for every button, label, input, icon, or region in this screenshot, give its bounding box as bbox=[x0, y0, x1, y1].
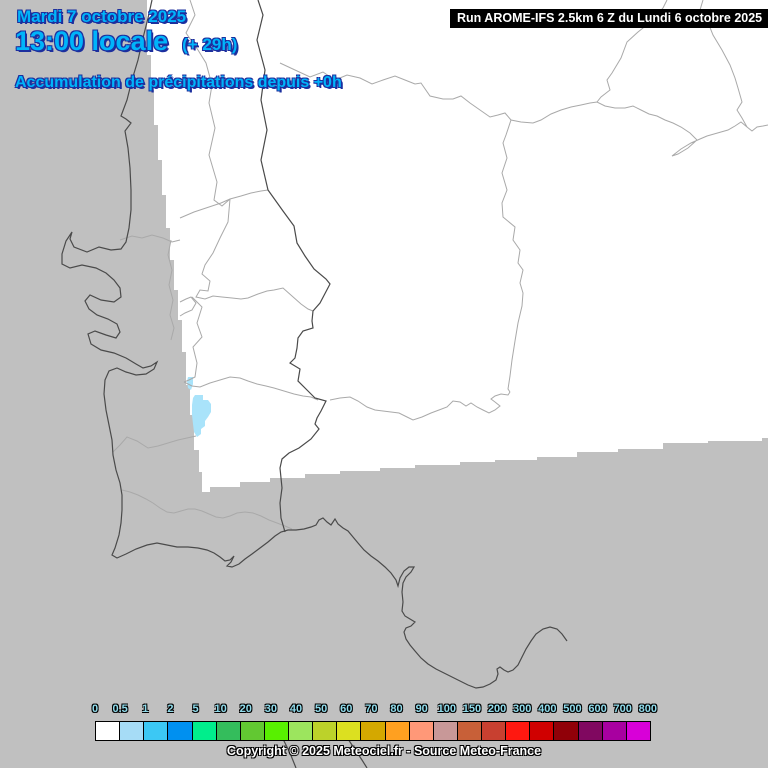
legend-swatch bbox=[384, 721, 410, 741]
model-domain-area bbox=[147, 0, 768, 492]
legend-value: 40 bbox=[289, 703, 303, 715]
legend-value: 100 bbox=[437, 703, 456, 715]
legend-swatch bbox=[432, 721, 458, 741]
admin-border-line bbox=[279, 62, 768, 157]
legend-value: 600 bbox=[588, 703, 607, 715]
legend-value: 300 bbox=[513, 703, 532, 715]
legend-swatch bbox=[288, 721, 314, 741]
coastline bbox=[61, 0, 568, 689]
legend-swatch bbox=[408, 721, 434, 741]
legend-swatch bbox=[529, 721, 555, 741]
legend-swatch bbox=[119, 721, 145, 741]
legend-value: 70 bbox=[365, 703, 378, 715]
legend-swatch bbox=[239, 721, 265, 741]
legend-swatch bbox=[336, 721, 362, 741]
legend-swatch bbox=[167, 721, 193, 741]
legend-swatch bbox=[263, 721, 289, 741]
coastline bbox=[282, 738, 297, 768]
legend-value: 2 bbox=[167, 703, 174, 715]
legend-value: 20 bbox=[239, 703, 252, 715]
forecast-date: Mardi 7 octobre 2025 bbox=[17, 7, 187, 26]
admin-border-line bbox=[183, 376, 319, 401]
legend-value: 60 bbox=[340, 703, 353, 715]
legend-value: 50 bbox=[315, 703, 328, 715]
legend-value: 0.5 bbox=[112, 703, 128, 715]
admin-border-line bbox=[112, 435, 197, 453]
legend-value: 400 bbox=[538, 703, 557, 715]
admin-border-line bbox=[185, 0, 231, 207]
legend-swatch bbox=[553, 721, 579, 741]
legend-value: 10 bbox=[214, 703, 227, 715]
legend-value: 0 bbox=[91, 703, 99, 715]
legend-value: 5 bbox=[192, 703, 199, 715]
legend-value: 500 bbox=[563, 703, 582, 715]
legend-swatch bbox=[143, 721, 169, 741]
legend-swatch bbox=[625, 721, 651, 741]
admin-border-line bbox=[119, 234, 181, 243]
legend-swatch bbox=[95, 721, 121, 741]
precipitation-patch bbox=[192, 395, 211, 437]
copyright-notice: Copyright © 2025 Meteociel.fr - Source M… bbox=[226, 744, 542, 758]
coastline bbox=[347, 738, 368, 768]
legend-scale-values: 0 0.5 1 2 5 10 20 30 40 50 60 70 80 90 100 150 200 300 400… bbox=[91, 703, 695, 717]
admin-border-line bbox=[179, 296, 197, 317]
admin-border-line bbox=[167, 239, 175, 341]
legend-swatch bbox=[601, 721, 627, 741]
forecast-time: 13:00 locale (+ 29h) bbox=[15, 26, 237, 57]
legend-swatch bbox=[577, 721, 603, 741]
forecast-lead-hours: (+ 29h) bbox=[182, 35, 238, 54]
model-run-header: Run AROME-IFS 2.5km 6 Z du Lundi 6 octob… bbox=[450, 9, 768, 28]
legend-swatch bbox=[481, 721, 507, 741]
admin-border-line bbox=[195, 198, 314, 312]
legend-value: 800 bbox=[638, 703, 658, 715]
country-border-line bbox=[256, 0, 331, 533]
legend-value: 700 bbox=[613, 703, 632, 715]
legend-swatch bbox=[312, 721, 338, 741]
legend-swatch bbox=[191, 721, 217, 741]
legend-swatch bbox=[215, 721, 241, 741]
legend-value: 30 bbox=[264, 703, 278, 715]
legend-swatch bbox=[360, 721, 386, 741]
admin-border-line bbox=[121, 489, 293, 530]
parameter-title: Accumulation de précipitations depuis +0… bbox=[15, 74, 342, 91]
legend-value: 1 bbox=[142, 703, 149, 715]
legend-value: 200 bbox=[487, 703, 507, 715]
forecast-time-label: 13:00 locale bbox=[15, 26, 169, 56]
legend-color-scale bbox=[95, 721, 651, 741]
admin-border-line bbox=[183, 296, 203, 383]
admin-border-line bbox=[501, 119, 524, 393]
legend-swatch bbox=[505, 721, 531, 741]
admin-border-line bbox=[329, 391, 511, 421]
legend-value: 150 bbox=[462, 703, 482, 715]
legend-value: 80 bbox=[390, 703, 403, 715]
legend-swatch bbox=[456, 721, 482, 741]
legend-value: 90 bbox=[415, 703, 428, 715]
